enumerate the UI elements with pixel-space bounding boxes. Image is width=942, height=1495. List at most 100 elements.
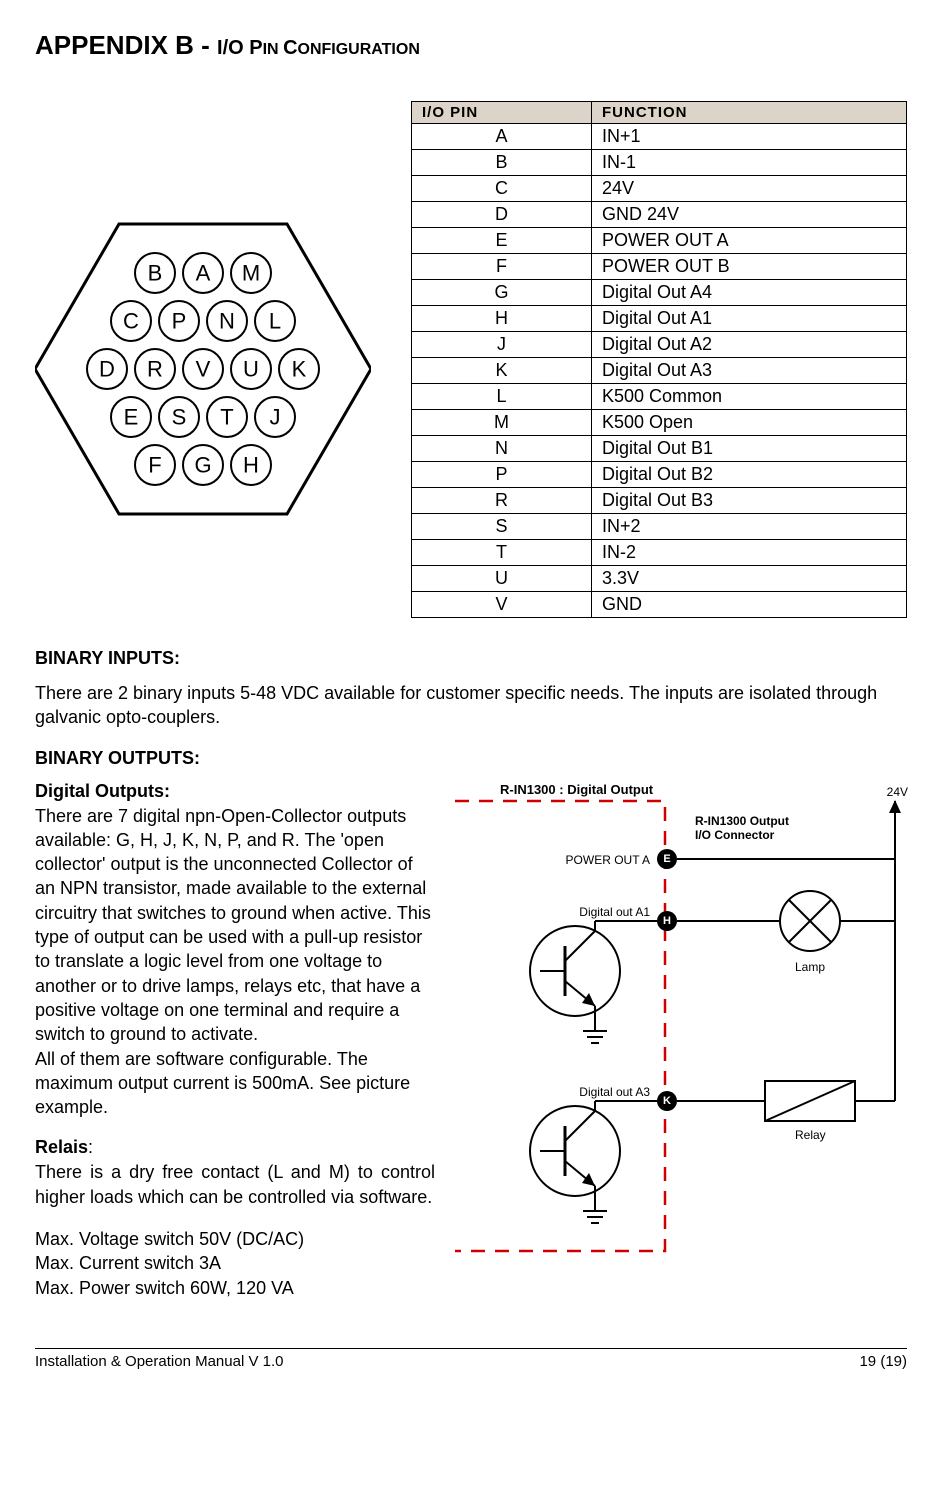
func-cell: Digital Out A3 [592,358,907,384]
connector-pin-label: H [243,453,259,478]
diagram-sub2: I/O Connector [695,828,775,842]
pin-cell: N [412,436,592,462]
label-a1: Digital out A1 [579,905,650,919]
pin-cell: D [412,202,592,228]
pin-cell: R [412,488,592,514]
pin-header: I/O PIN [412,102,592,124]
connector-pin-label: K [292,357,307,382]
table-row: RDigital Out B3 [412,488,907,514]
digital-outputs-text: There are 7 digital npn-Open-Collector o… [35,804,435,1120]
func-cell: K500 Open [592,410,907,436]
connector-pin-label: P [172,309,187,334]
table-row: JDigital Out A2 [412,332,907,358]
func-cell: GND 24V [592,202,907,228]
table-row: LK500 Common [412,384,907,410]
func-cell: Digital Out B2 [592,462,907,488]
connector-pin-label: A [196,261,211,286]
func-cell: Digital Out A4 [592,280,907,306]
page-title: APPENDIX B - I/O PIN CONFIGURATION [35,30,907,61]
binary-inputs-text: There are 2 binary inputs 5-48 VDC avail… [35,681,907,730]
pin-cell: K [412,358,592,384]
title-sub2: IN [263,41,283,58]
connector-pin-label: L [269,309,281,334]
table-row: FPOWER OUT B [412,254,907,280]
connector-pin-label: B [148,261,163,286]
table-row: VGND [412,592,907,618]
connector-pin-label: C [123,309,139,334]
pin-cell: C [412,176,592,202]
func-cell: Digital Out B3 [592,488,907,514]
label-24v: 24V [887,785,908,799]
pin-cell: S [412,514,592,540]
diagram-sub1: R-IN1300 Output [695,814,789,828]
func-cell: K500 Common [592,384,907,410]
pin-cell: P [412,462,592,488]
pin-table: I/O PIN FUNCTION AIN+1BIN-1C24VDGND 24VE… [411,101,907,618]
diagram-title: R-IN1300 : Digital Output [500,782,654,797]
connector-pin-label: J [270,405,281,430]
pin-cell: L [412,384,592,410]
label-lamp: Lamp [795,960,825,974]
pin-cell: U [412,566,592,592]
connector-pin-label: U [243,357,259,382]
relais-text-1: There is a dry free contact (L and M) to… [35,1160,435,1209]
table-row: U3.3V [412,566,907,592]
node-e: E [663,853,670,865]
table-row: MK500 Open [412,410,907,436]
table-row: SIN+2 [412,514,907,540]
label-power: POWER OUT A [566,853,650,867]
func-cell: IN+2 [592,514,907,540]
pin-cell: G [412,280,592,306]
pin-cell: H [412,306,592,332]
title-sub4: ONFIGURATION [298,41,420,58]
table-row: AIN+1 [412,124,907,150]
page-footer: Installation & Operation Manual V 1.0 19… [35,1348,907,1370]
node-h: H [663,915,671,927]
func-cell: Digital Out A2 [592,332,907,358]
func-cell: 24V [592,176,907,202]
title-main: APPENDIX B [35,30,194,60]
pin-cell: J [412,332,592,358]
binary-inputs-heading: BINARY INPUTS: [35,648,907,669]
pin-cell: T [412,540,592,566]
title-sub1: I/O P [217,37,263,59]
pin-cell: B [412,150,592,176]
connector-pin-label: G [194,453,211,478]
func-header: FUNCTION [592,102,907,124]
pin-cell: M [412,410,592,436]
label-a3: Digital out A3 [579,1085,650,1099]
pin-cell: F [412,254,592,280]
connector-pin-label: N [219,309,235,334]
pin-cell: V [412,592,592,618]
pin-cell: A [412,124,592,150]
func-cell: IN-1 [592,150,907,176]
connector-pin-label: S [172,405,187,430]
func-cell: IN-2 [592,540,907,566]
table-row: PDigital Out B2 [412,462,907,488]
connector-pin-label: E [124,405,139,430]
title-sub3: C [283,37,297,59]
table-row: BIN-1 [412,150,907,176]
func-cell: POWER OUT B [592,254,907,280]
binary-outputs-heading: BINARY OUTPUTS: [35,748,907,769]
table-row: KDigital Out A3 [412,358,907,384]
func-cell: IN+1 [592,124,907,150]
table-row: C24V [412,176,907,202]
func-cell: 3.3V [592,566,907,592]
func-cell: Digital Out B1 [592,436,907,462]
circuit-diagram: R-IN1300 : Digital Output R-IN1300 Outpu… [445,781,915,1261]
func-cell: POWER OUT A [592,228,907,254]
table-row: NDigital Out B1 [412,436,907,462]
footer-left: Installation & Operation Manual V 1.0 [35,1353,283,1370]
relais-text-2: Max. Voltage switch 50V (DC/AC) Max. Cur… [35,1227,435,1300]
table-row: TIN-2 [412,540,907,566]
table-row: GDigital Out A4 [412,280,907,306]
pin-cell: E [412,228,592,254]
func-cell: Digital Out A1 [592,306,907,332]
connector-pin-label: T [220,405,233,430]
func-cell: GND [592,592,907,618]
connector-diagram: BAMCPNLDRVUKESTJFGH [35,201,371,537]
digital-outputs-heading: Digital Outputs: [35,781,435,802]
relais-heading: Relais: [35,1137,435,1158]
connector-pin-label: R [147,357,163,382]
